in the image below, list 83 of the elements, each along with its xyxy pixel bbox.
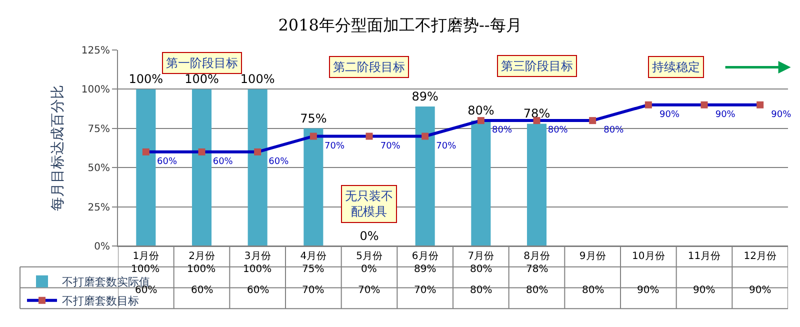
text: 60%	[268, 157, 289, 168]
point	[366, 132, 373, 140]
point	[589, 117, 596, 124]
point	[142, 148, 150, 156]
data-label: 100%	[187, 264, 216, 275]
annotation: 持续稳定	[652, 60, 700, 74]
bar	[526, 124, 547, 246]
text: 70%	[380, 141, 400, 152]
data-label: 80%	[526, 285, 548, 296]
point	[644, 101, 652, 108]
bar	[471, 120, 491, 246]
y-tick-label: 100%	[81, 84, 110, 96]
text: 90%	[771, 110, 792, 120]
x-tick-label: 6月份	[412, 251, 438, 262]
x-tick-label: 7月份	[468, 251, 494, 262]
data-label: 90%	[637, 285, 660, 296]
data-label: 90%	[693, 285, 716, 296]
bar	[304, 128, 324, 246]
bar	[192, 89, 212, 246]
data-label: 60%	[191, 285, 214, 296]
point	[700, 101, 708, 108]
data-label: 60%	[247, 285, 270, 296]
text: 90%	[660, 110, 680, 120]
text: 80%	[468, 104, 494, 118]
data-label: 100%	[243, 264, 272, 275]
text: 80%	[548, 126, 568, 136]
data-label: 80%	[582, 285, 604, 296]
x-tick-label: 3月份	[244, 251, 271, 262]
point	[254, 148, 262, 156]
x-tick-label: 5月份	[356, 251, 382, 262]
bar	[136, 89, 156, 246]
annotation: 无只装不配模具	[345, 189, 393, 219]
data-label: 70%	[414, 285, 436, 296]
text: 100%	[184, 72, 219, 86]
y-tick-label: 25%	[88, 202, 110, 214]
point	[310, 132, 317, 140]
y-tick-label: 0%	[94, 242, 110, 252]
x-tick-label: 2月份	[188, 251, 215, 262]
point	[756, 101, 764, 108]
bar	[248, 89, 268, 246]
data-label: 100%	[131, 264, 160, 275]
text: 0%	[360, 229, 379, 243]
text: 80%	[492, 126, 512, 136]
data-label: 75%	[302, 264, 324, 275]
y-tick-label: 125%	[81, 46, 110, 56]
text: 60%	[157, 157, 178, 168]
data-label: 90%	[749, 285, 772, 296]
point	[198, 148, 206, 156]
data-label: 0%	[361, 264, 377, 275]
text: 90%	[715, 110, 736, 120]
x-tick-label: 9月份	[579, 251, 606, 262]
text: 60%	[212, 157, 233, 168]
x-tick-label: 8月份	[524, 251, 550, 262]
annotation: 第一阶段目标	[166, 56, 238, 70]
x-tick-label: 12月份	[744, 251, 776, 262]
text: 70%	[436, 141, 456, 152]
x-tick-label: 10月份	[632, 251, 665, 262]
text: 100%	[128, 72, 164, 86]
data-label: 70%	[302, 285, 324, 296]
legend-label: 不打磨套数目标	[62, 294, 140, 308]
x-tick-label: 4月份	[300, 251, 327, 262]
point	[422, 132, 429, 140]
data-label: 78%	[526, 264, 548, 275]
text: 100%	[240, 72, 275, 86]
text: 89%	[412, 89, 438, 104]
point	[477, 117, 484, 124]
data-label: 80%	[470, 285, 492, 296]
chart-title: 2018年分型面加工不打磨势--每月	[278, 15, 522, 34]
text: 70%	[324, 141, 345, 152]
x-tick-label: 11月份	[688, 251, 721, 262]
annotation: 第三阶段目标	[501, 59, 573, 73]
y-tick-label: 75%	[88, 124, 110, 135]
y-axis-title: 每月目标达成百分比	[50, 85, 66, 211]
annotation: 第二阶段目标	[333, 60, 405, 74]
x-tick-label: 1月份	[132, 251, 160, 262]
text: 75%	[300, 111, 327, 126]
text: 80%	[604, 126, 624, 136]
data-label: 80%	[470, 264, 492, 275]
data-label: 89%	[414, 264, 436, 275]
data-label: 70%	[358, 285, 380, 296]
y-tick-label: 50%	[88, 163, 110, 174]
text: 78%	[523, 106, 550, 121]
bar	[415, 106, 435, 246]
